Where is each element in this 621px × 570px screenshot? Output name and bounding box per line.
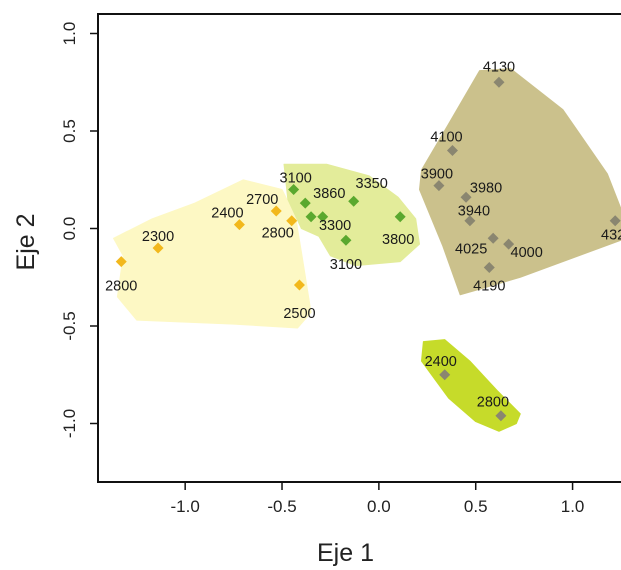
point-marker [286,215,298,227]
x-axis: -1.0 -0.5 0.0 0.5 1.0 [171,482,585,516]
point-label: 3800 [382,232,414,248]
point-marker [487,232,499,244]
y-tick-label: -0.5 [60,311,79,340]
point-label: 3300 [319,218,351,234]
point-marker [340,234,352,246]
cluster-hulls [113,68,621,432]
point-label: 3350 [356,176,388,192]
point-marker [233,219,245,231]
point-marker [433,180,445,192]
data-points [115,76,621,422]
point-label: 2500 [283,306,315,322]
point-label: 4000 [511,245,543,261]
x-tick-label: 0.5 [464,497,488,516]
point-marker [348,195,360,207]
point-marker [460,191,472,203]
y-tick-label: -1.0 [60,409,79,438]
point-label: 2800 [105,279,137,295]
point-label: 2700 [246,192,278,208]
point-marker [609,215,621,227]
point-marker [483,262,495,273]
point-label: 2300 [142,229,174,245]
point-marker [464,215,476,227]
point-label: 3100 [330,257,362,273]
y-tick-label: 0.0 [60,217,79,241]
point-marker [317,211,329,223]
point-marker [446,145,458,156]
cluster-hull [113,179,312,329]
cluster-hull [421,339,521,432]
point-label: 3940 [458,204,490,220]
point-marker [493,76,505,88]
point-marker [293,279,305,291]
point-label: 4025 [455,241,487,257]
point-label: 2400 [211,206,243,222]
point-label: 3100 [280,171,312,187]
point-marker [115,256,127,268]
point-marker [305,211,317,223]
point-marker [270,205,282,217]
point-label: 3860 [313,186,345,202]
point-marker [503,238,515,250]
point-label: 2400 [425,354,457,370]
point-label: 2800 [477,395,509,411]
point-marker [152,242,164,254]
point-label: 4320 [601,228,621,244]
point-label: 3980 [470,180,502,196]
plot-frame [97,13,621,483]
cluster-hull [419,68,621,296]
point-marker [288,184,300,195]
point-marker [495,410,507,422]
cluster-hull [283,163,420,267]
y-axis-title: Eje 2 [12,214,40,271]
y-tick-label: 1.0 [60,22,79,46]
point-label: 3900 [421,167,453,183]
x-tick-label: -1.0 [171,497,200,516]
x-tick-label: 1.0 [561,497,585,516]
x-tick-label: -0.5 [267,497,296,516]
point-label: 4190 [473,279,505,295]
y-tick-label: 0.5 [60,119,79,143]
x-axis-title: Eje 1 [317,539,374,567]
point-marker [299,197,311,209]
point-marker [439,369,451,381]
point-marker [394,211,406,223]
point-label: 4130 [483,59,515,75]
y-axis: -1.0 -0.5 0.0 0.5 1.0 [60,22,98,438]
x-tick-label: 0.0 [367,497,391,516]
point-label: 2800 [262,226,294,242]
point-labels: 2800230024002700280025003100386033003350… [105,59,621,410]
point-label: 4100 [430,130,462,146]
